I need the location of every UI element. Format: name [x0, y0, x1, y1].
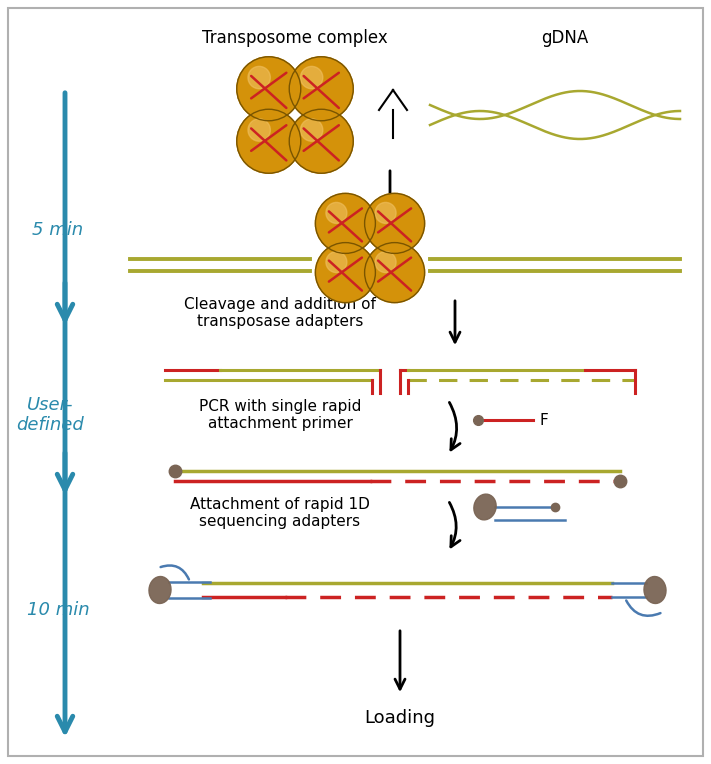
Circle shape — [301, 66, 323, 89]
Circle shape — [326, 251, 347, 273]
Circle shape — [248, 119, 270, 141]
Circle shape — [326, 202, 347, 223]
Text: 5 min: 5 min — [33, 221, 84, 239]
Text: Cleavage and addition of
transposase adapters: Cleavage and addition of transposase ada… — [184, 296, 376, 329]
Circle shape — [316, 243, 375, 303]
Circle shape — [316, 193, 375, 254]
Text: Loading: Loading — [365, 709, 436, 727]
Circle shape — [365, 193, 424, 254]
Text: PCR with single rapid
attachment primer: PCR with single rapid attachment primer — [199, 399, 361, 431]
Circle shape — [375, 251, 396, 273]
Circle shape — [301, 119, 323, 141]
Text: Transposome complex: Transposome complex — [202, 29, 388, 47]
Circle shape — [289, 57, 353, 121]
Circle shape — [289, 109, 353, 173]
Text: 10 min: 10 min — [27, 601, 90, 619]
Text: Attachment of rapid 1D
sequencing adapters: Attachment of rapid 1D sequencing adapte… — [190, 497, 370, 529]
Text: F: F — [540, 413, 549, 428]
Ellipse shape — [149, 577, 171, 604]
Circle shape — [237, 57, 301, 121]
Circle shape — [365, 243, 424, 303]
Ellipse shape — [644, 577, 666, 604]
Ellipse shape — [474, 494, 496, 520]
Circle shape — [248, 66, 270, 89]
Text: User-
defined: User- defined — [16, 396, 84, 435]
Circle shape — [375, 202, 396, 223]
Text: gDNA: gDNA — [541, 29, 589, 47]
Circle shape — [237, 109, 301, 173]
